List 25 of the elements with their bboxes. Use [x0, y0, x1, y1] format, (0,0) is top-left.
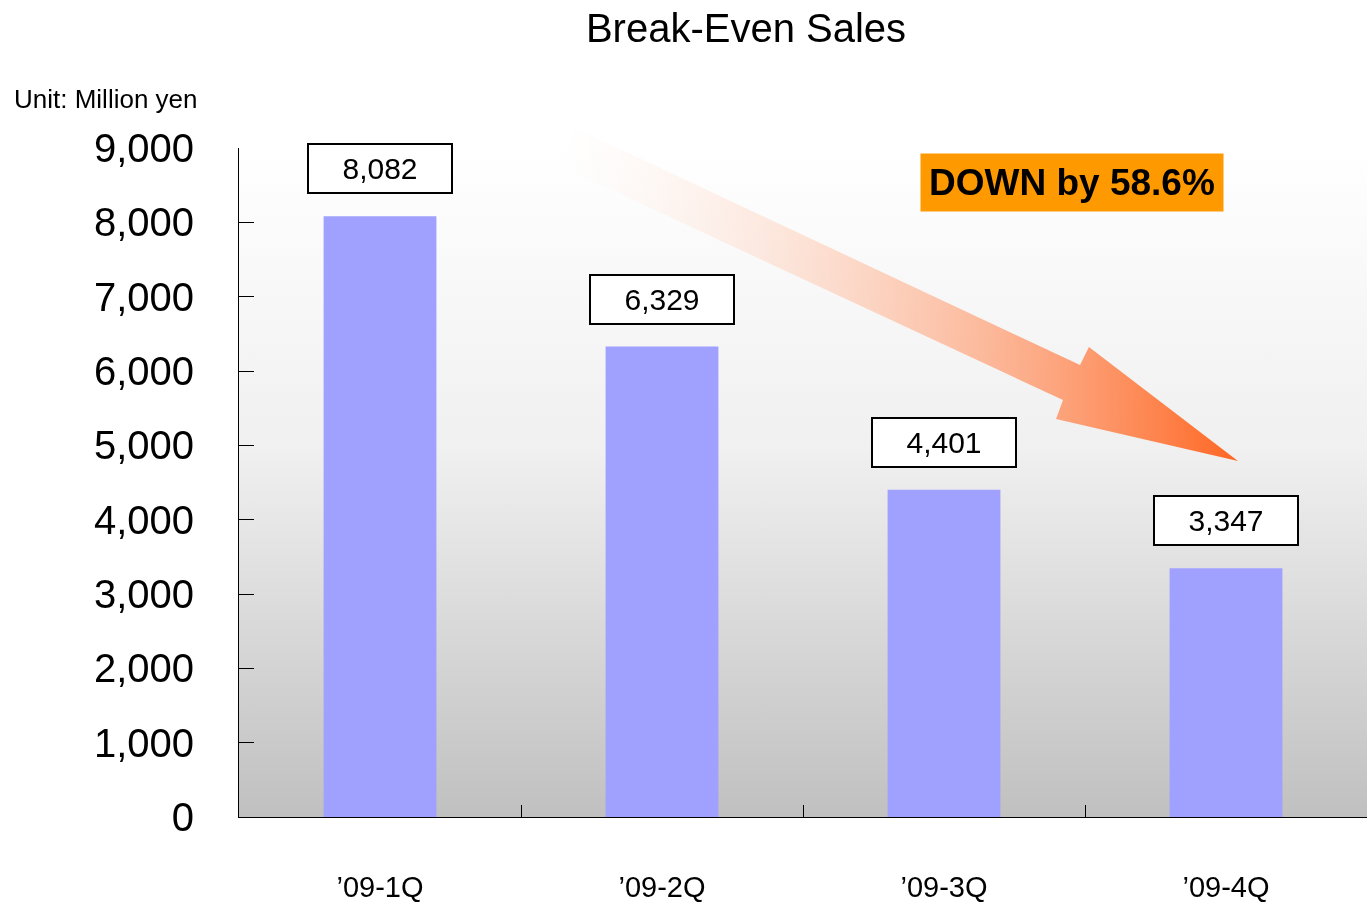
- bar: [887, 489, 1001, 817]
- y-tick-label: 0: [171, 795, 194, 839]
- y-tick-label: 9,000: [93, 126, 194, 170]
- y-tick-label: 6,000: [93, 349, 194, 393]
- y-tick-label: 3,000: [93, 572, 194, 616]
- y-tick-label: 1,000: [93, 720, 194, 765]
- x-tick-label: ’09-2Q: [618, 870, 706, 903]
- x-tick-label: ’09-3Q: [900, 870, 988, 903]
- y-tick-label: 7,000: [93, 274, 194, 319]
- y-tick-label: 2,000: [93, 646, 194, 691]
- data-label: 8,082: [342, 152, 418, 185]
- chart-title: Break-Even Sales: [585, 6, 907, 50]
- annotation: DOWN by 58.6%: [929, 162, 1215, 203]
- bar: [1169, 568, 1283, 817]
- bar: [323, 216, 437, 817]
- data-label: 3,347: [1188, 504, 1264, 537]
- data-label: 6,329: [624, 283, 700, 316]
- bar: [605, 346, 719, 817]
- x-tick-label: ’09-4Q: [1182, 870, 1270, 903]
- y-tick-label: 8,000: [93, 200, 194, 245]
- x-tick-label: ’09-1Q: [336, 870, 424, 903]
- y-axis-title: Unit: Million yen: [14, 84, 198, 114]
- y-tick-label: 4,000: [93, 497, 194, 542]
- data-label: 4,401: [906, 426, 982, 459]
- y-tick-label: 5,000: [93, 423, 194, 468]
